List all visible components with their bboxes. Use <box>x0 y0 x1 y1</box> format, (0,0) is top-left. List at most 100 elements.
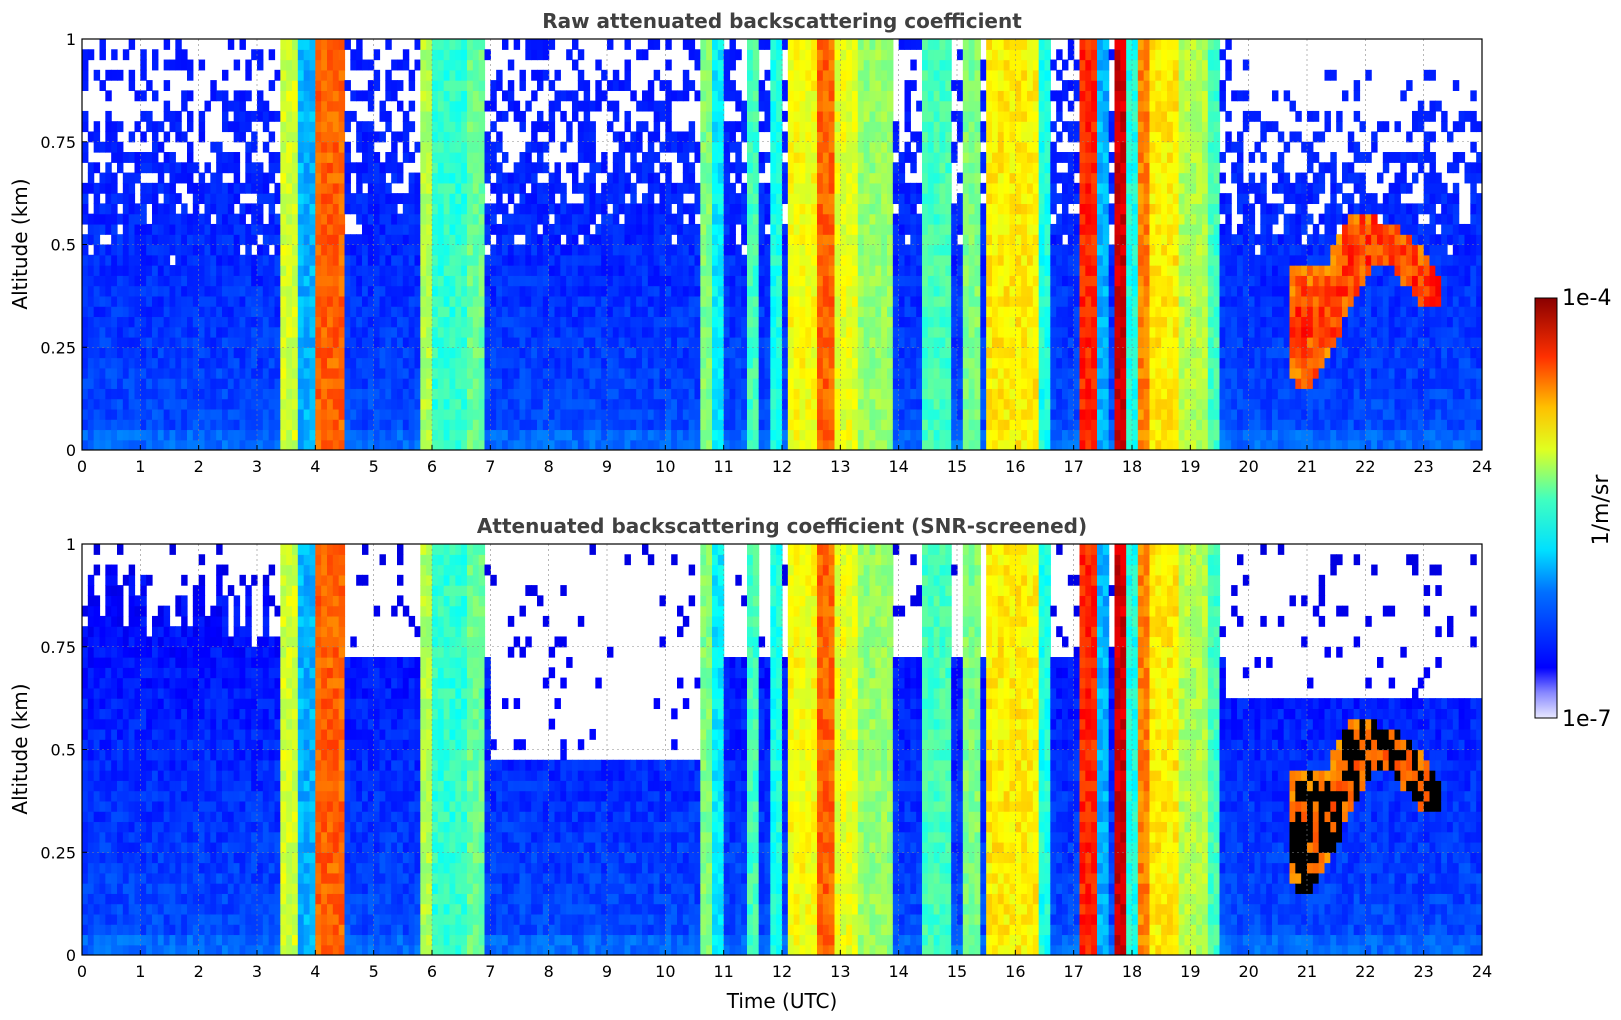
heatmap-cell <box>332 203 340 215</box>
heatmap-cell <box>461 285 468 297</box>
heatmap-cell <box>875 419 882 431</box>
heatmap-cell <box>537 347 544 359</box>
heatmap-cell <box>204 367 211 379</box>
heatmap-cell <box>420 39 427 50</box>
heatmap-cell <box>817 39 824 50</box>
heatmap-cell <box>548 306 556 318</box>
heatmap-cell <box>373 80 381 91</box>
heatmap-cell <box>484 234 491 246</box>
heatmap-cell <box>642 49 649 61</box>
heatmap-cell <box>875 429 882 441</box>
heatmap-cell <box>490 439 497 450</box>
heatmap-cell <box>519 162 526 174</box>
heatmap-cell <box>805 408 812 420</box>
heatmap-cell <box>834 398 841 410</box>
heatmap-cell <box>344 398 351 410</box>
heatmap-cell <box>414 347 421 359</box>
heatmap-cell <box>852 357 859 369</box>
heatmap-cell <box>863 285 871 297</box>
heatmap-cell <box>198 110 206 122</box>
heatmap-cell <box>117 357 124 369</box>
heatmap-cell <box>327 306 334 318</box>
heatmap-cell <box>198 223 206 235</box>
heatmap-cell <box>787 59 795 71</box>
heatmap-cell <box>770 69 777 81</box>
heatmap-cell <box>700 439 707 450</box>
heatmap-cell <box>128 203 136 215</box>
heatmap-cell <box>169 59 176 71</box>
heatmap-cell <box>653 295 661 307</box>
heatmap-cell <box>671 388 678 400</box>
heatmap-cell <box>251 223 258 235</box>
heatmap-cell <box>589 378 596 389</box>
heatmap-cell <box>128 306 136 318</box>
heatmap-cell <box>717 244 725 256</box>
heatmap-cell <box>379 336 386 348</box>
heatmap-cell <box>793 398 801 410</box>
heatmap-cell <box>519 203 526 215</box>
heatmap-cell <box>449 429 456 441</box>
heatmap-cell <box>455 100 462 112</box>
heatmap-cell <box>700 100 707 112</box>
heatmap-cell <box>163 419 171 431</box>
heatmap-cell <box>432 419 439 431</box>
heatmap-cell <box>875 326 882 338</box>
heatmap-cell <box>192 295 200 307</box>
heatmap-cell <box>811 408 818 420</box>
heatmap-cell <box>542 398 550 410</box>
heatmap-cell <box>770 367 777 379</box>
heatmap-cell <box>350 419 357 431</box>
heatmap-cell <box>280 162 287 174</box>
heatmap-cell <box>187 388 194 400</box>
heatmap-cell <box>437 141 445 153</box>
heatmap-cell <box>887 69 894 81</box>
heatmap-cell <box>717 306 725 318</box>
heatmap-cell <box>157 254 165 266</box>
heatmap-cell <box>496 131 503 143</box>
heatmap-cell <box>513 357 521 369</box>
heatmap-cell <box>881 213 888 225</box>
heatmap-cell <box>332 234 340 246</box>
heatmap-cell <box>537 49 544 61</box>
heatmap-cell <box>198 182 206 194</box>
heatmap-cell <box>817 254 824 266</box>
heatmap-cell <box>572 429 579 441</box>
heatmap-cell <box>607 80 614 91</box>
heatmap-cell <box>379 419 386 431</box>
heatmap-cell <box>128 408 136 420</box>
heatmap-cell <box>869 244 876 256</box>
heatmap-cell <box>93 182 101 194</box>
heatmap-cell <box>904 254 911 266</box>
heatmap-cell <box>187 347 194 359</box>
heatmap-cell <box>507 347 515 359</box>
heatmap-cell <box>729 275 736 287</box>
heatmap-cell <box>245 265 252 276</box>
heatmap-cell <box>268 429 276 441</box>
heatmap-cell <box>659 398 666 410</box>
heatmap-cell <box>717 69 725 81</box>
heatmap-cell <box>892 316 900 328</box>
heatmap-cell <box>793 80 801 91</box>
heatmap-cell <box>128 439 136 450</box>
heatmap-cell <box>642 254 649 266</box>
heatmap-cell <box>647 378 655 389</box>
heatmap-cell <box>356 203 363 215</box>
heatmap-cell <box>869 172 876 184</box>
heatmap-cell <box>122 265 130 276</box>
heatmap-cell <box>892 388 900 400</box>
heatmap-cell <box>577 367 585 379</box>
heatmap-cell <box>297 244 305 256</box>
heatmap-cell <box>356 367 363 379</box>
heatmap-cell <box>834 295 841 307</box>
heatmap-cell <box>327 121 334 133</box>
heatmap-cell <box>560 408 567 420</box>
heatmap-cell <box>309 90 316 102</box>
heatmap-cell <box>828 223 836 235</box>
heatmap-cell <box>432 295 439 307</box>
heatmap-cell <box>927 378 935 389</box>
heatmap-cell <box>776 49 783 61</box>
heatmap-cell <box>332 336 340 348</box>
heatmap-cell <box>280 39 287 50</box>
heatmap-cell <box>496 419 503 431</box>
heatmap-cell <box>822 121 830 133</box>
